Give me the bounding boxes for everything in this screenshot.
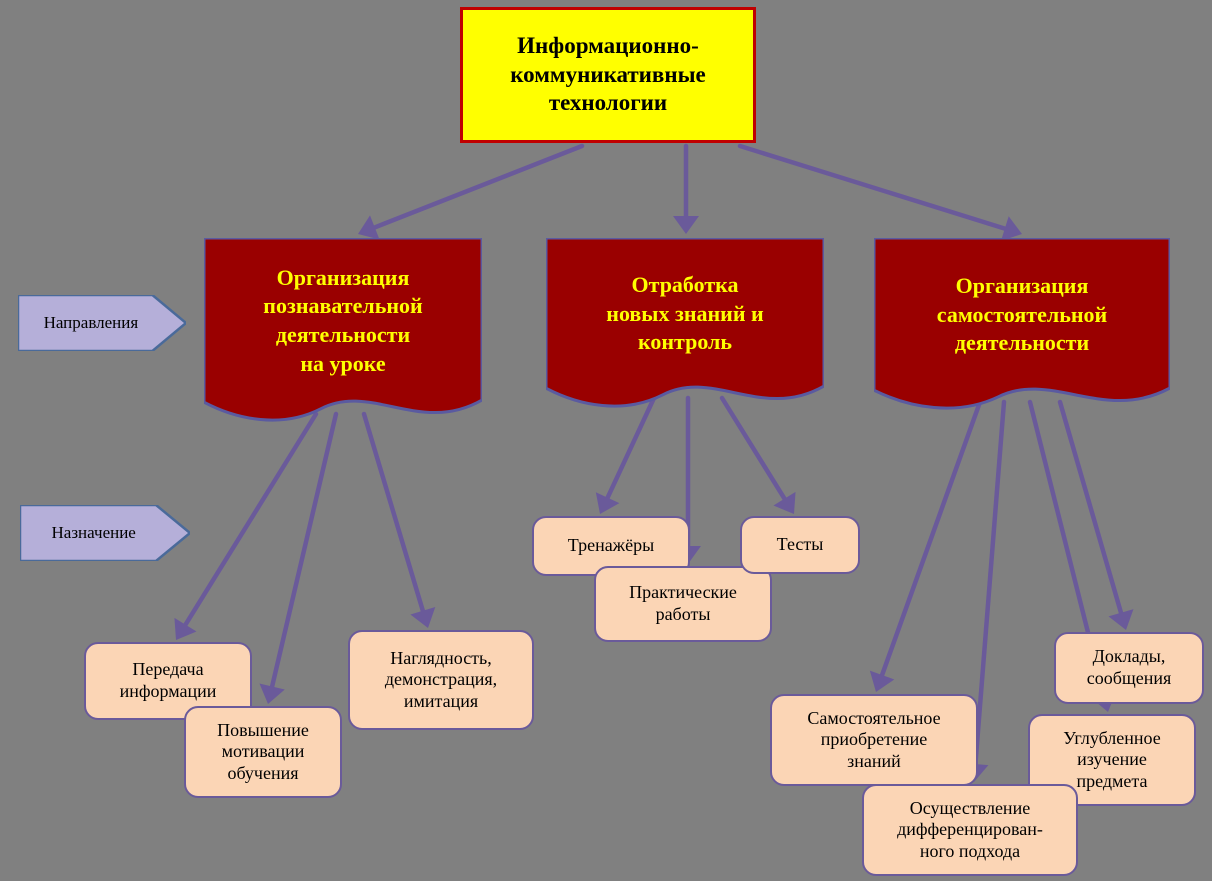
l6-label: Тесты [777, 534, 824, 556]
b2: Отработкановых знаний иконтроль [546, 238, 824, 408]
l3: Наглядность,демонстрация,имитация [348, 630, 534, 730]
l7-label: Доклады,сообщения [1087, 646, 1172, 689]
b3: Организациясамостоятельнойдеятельности [874, 238, 1170, 410]
sl-purpose-label: Назначение [52, 523, 136, 543]
l8: Самостоятельноеприобретениезнаний [770, 694, 978, 786]
root-node: Информационно-коммуникативныетехнологии [460, 7, 756, 143]
b1-label: Организацияпознавательнойдеятельностина … [263, 264, 422, 378]
l5-label: Практическиеработы [629, 582, 737, 625]
l2-label: Повышениемотивацииобучения [217, 720, 309, 785]
l7: Доклады,сообщения [1054, 632, 1204, 704]
l6: Тесты [740, 516, 860, 574]
b3-label: Организациясамостоятельнойдеятельности [937, 272, 1107, 358]
b2-label: Отработкановых знаний иконтроль [606, 271, 763, 357]
l10: Осуществлениедифференцирован-ного подход… [862, 784, 1078, 876]
sl-purpose: Назначение [20, 505, 190, 561]
sl-directions-label: Направления [44, 313, 139, 333]
l3-label: Наглядность,демонстрация,имитация [385, 648, 497, 713]
l8-label: Самостоятельноеприобретениезнаний [807, 708, 940, 773]
l9-label: Углубленноеизучениепредмета [1063, 728, 1161, 793]
l2: Повышениемотивацииобучения [184, 706, 342, 798]
l5: Практическиеработы [594, 566, 772, 642]
sl-directions: Направления [18, 295, 186, 351]
b1: Организацияпознавательнойдеятельностина … [204, 238, 482, 422]
root-node-label: Информационно-коммуникативныетехнологии [510, 32, 706, 118]
l4-label: Тренажёры [568, 535, 654, 557]
l10-label: Осуществлениедифференцирован-ного подход… [897, 798, 1043, 863]
l1-label: Передачаинформации [120, 659, 217, 702]
